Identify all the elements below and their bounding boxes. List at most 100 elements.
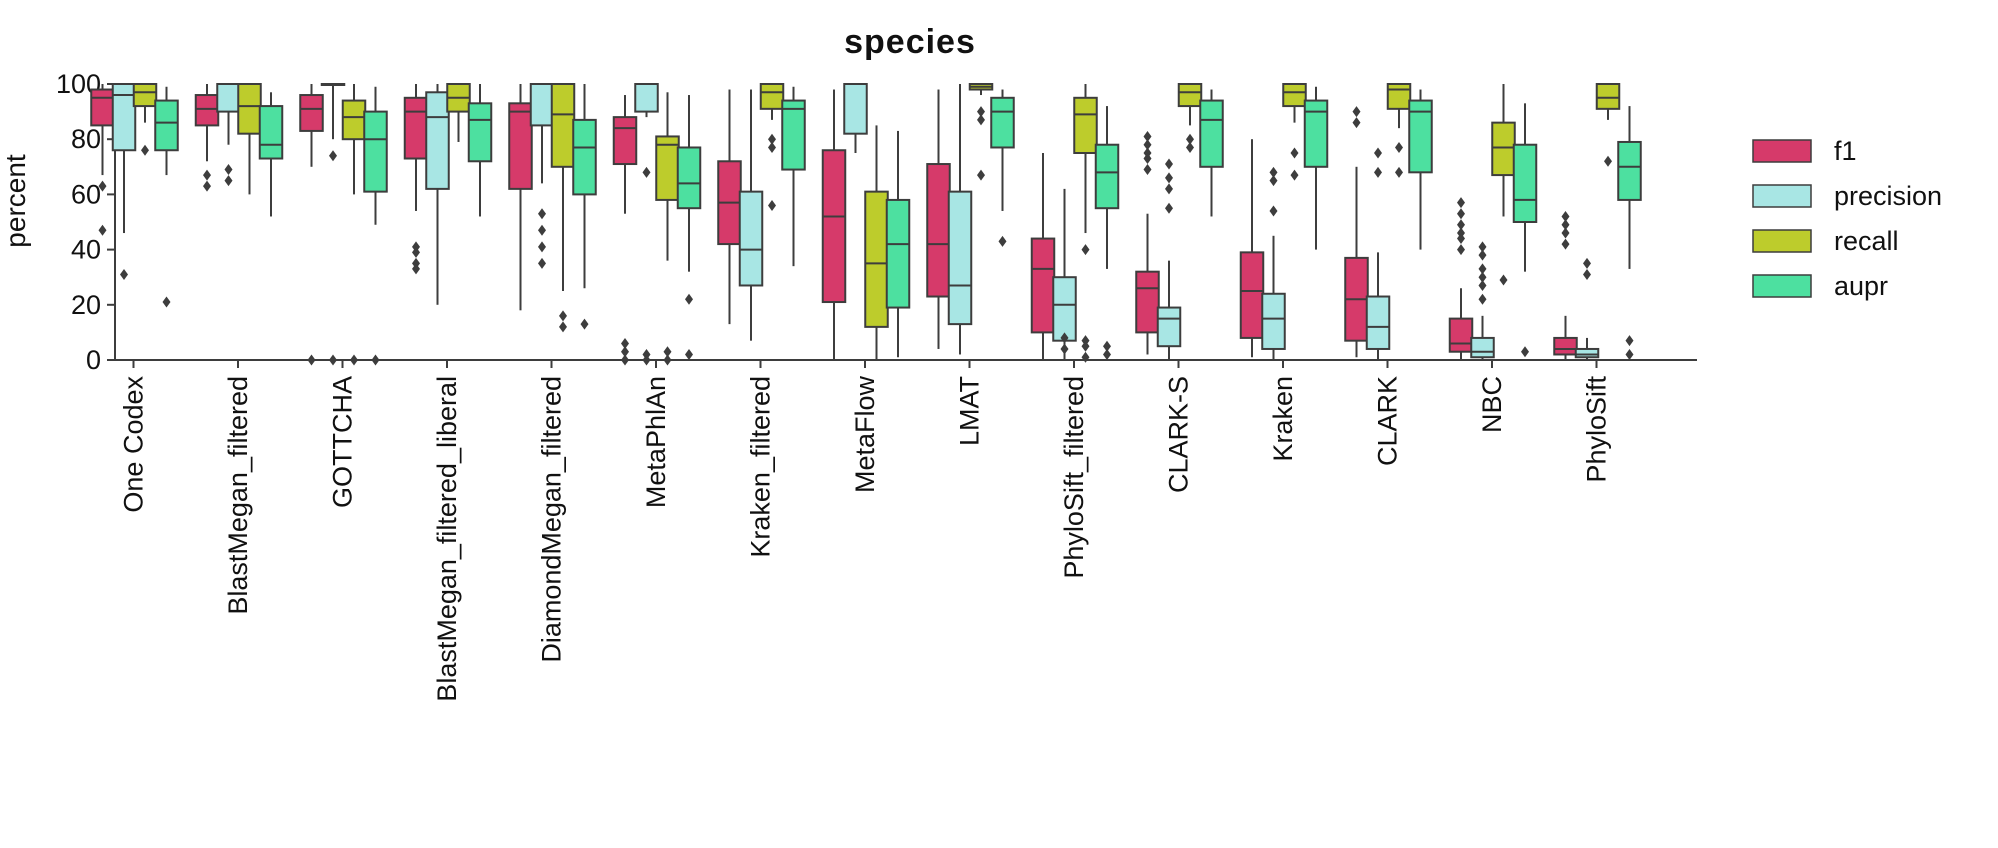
outlier-point xyxy=(977,114,985,126)
box-aupr-gottcha xyxy=(363,86,388,366)
box-recall-one-codex xyxy=(132,83,158,156)
box-body xyxy=(299,94,324,132)
outlier-point xyxy=(1143,130,1152,142)
outlier-point xyxy=(1186,141,1194,153)
box-recall-clark-s xyxy=(1177,83,1203,153)
box-body xyxy=(194,94,220,127)
outlier-point xyxy=(1457,219,1465,231)
outlier-point xyxy=(141,144,149,156)
legend-item-recall: recall xyxy=(1752,226,1899,256)
box-recall-phylosift-filtered xyxy=(1073,84,1098,363)
outlier-point xyxy=(580,318,589,330)
y-axis-label: percent xyxy=(0,154,31,248)
outlier-point xyxy=(1060,343,1069,355)
box-aupr-clark xyxy=(1408,89,1433,250)
outlier-point xyxy=(1165,202,1173,214)
outlier-point xyxy=(768,141,776,153)
box-precision-nbc xyxy=(1470,241,1495,360)
box-recall-metaflow xyxy=(864,125,889,360)
box-f1-nbc xyxy=(1448,197,1474,360)
outlier-point xyxy=(1499,274,1508,286)
box-f1-metaflow xyxy=(821,89,847,360)
box-body xyxy=(425,91,450,190)
outlier-point xyxy=(98,224,107,236)
box-f1-kraken xyxy=(1239,139,1265,358)
outlier-point xyxy=(1521,346,1529,358)
outlier-point xyxy=(1290,147,1299,159)
box-body xyxy=(111,83,137,152)
outlier-point xyxy=(1060,332,1069,344)
outlier-point xyxy=(663,354,672,366)
box-body xyxy=(612,116,638,166)
box-body xyxy=(634,83,659,113)
box-body xyxy=(1512,143,1538,223)
outlier-point xyxy=(1143,139,1152,151)
box-body xyxy=(1030,237,1056,334)
box-precision-metaphlan xyxy=(634,83,659,366)
box-aupr-blastmegan-filtered-liberal xyxy=(467,84,493,217)
legend-label: f1 xyxy=(1834,136,1857,166)
x-tick-label-nbc: NBC xyxy=(1477,376,1507,433)
box-recall-kraken xyxy=(1282,83,1307,181)
legend: f1 precision recall aupr xyxy=(1752,136,1942,301)
outlier-point xyxy=(1457,227,1465,239)
outlier-point xyxy=(1625,348,1634,360)
outlier-point xyxy=(642,354,651,366)
y-tick-label: 20 xyxy=(71,290,101,320)
box-aupr-phylosift-filtered xyxy=(1094,106,1120,360)
outlier-point xyxy=(1143,147,1152,159)
box-body xyxy=(1094,143,1120,210)
outlier-point xyxy=(1457,244,1465,256)
box-body xyxy=(1365,295,1391,350)
box-body xyxy=(1386,83,1412,110)
box-body xyxy=(237,83,262,135)
box-body xyxy=(1261,292,1286,350)
outlier-point xyxy=(538,241,546,253)
box-body xyxy=(676,146,702,210)
x-tick-label-phylosift: PhyloSift xyxy=(1582,376,1612,483)
plot-area xyxy=(90,83,1642,366)
x-tick-label-kraken-filtered: Kraken_filtered xyxy=(746,376,776,558)
outlier-point xyxy=(1081,244,1090,256)
box-body xyxy=(467,102,493,163)
box-body xyxy=(154,99,179,152)
box-recall-nbc xyxy=(1491,84,1516,286)
outlier-point xyxy=(1478,263,1487,275)
box-precision-metaflow xyxy=(843,83,868,153)
outlier-point xyxy=(329,354,337,366)
box-body xyxy=(759,83,785,110)
outlier-point xyxy=(768,133,776,145)
box-f1-clark-s xyxy=(1135,130,1160,355)
box-body xyxy=(363,110,388,193)
outlier-point xyxy=(1352,117,1361,129)
outlier-point xyxy=(621,337,629,349)
box-body xyxy=(864,190,889,328)
box-recall-gottcha xyxy=(341,84,367,366)
y-tick-label: 80 xyxy=(71,124,101,154)
legend-swatch xyxy=(1752,229,1812,253)
box-body xyxy=(529,83,555,127)
outlier-point xyxy=(559,310,567,322)
x-tick-label-clark-s: CLARK-S xyxy=(1164,376,1194,493)
box-f1-lmat xyxy=(926,89,951,349)
box-aupr-phylosift xyxy=(1617,106,1642,360)
box-aupr-lmat xyxy=(990,89,1015,247)
legend-item-precision: precision xyxy=(1752,181,1942,211)
outlier-point xyxy=(1561,210,1570,222)
box-body xyxy=(572,118,597,196)
box-recall-kraken-filtered xyxy=(759,83,785,211)
box-recall-metaphlan xyxy=(655,92,680,366)
outlier-point xyxy=(621,346,629,358)
outlier-point xyxy=(768,199,776,211)
legend-label: precision xyxy=(1834,181,1942,211)
x-tick-label-one-codex: One Codex xyxy=(119,376,149,513)
box-body xyxy=(341,99,367,141)
outlier-point xyxy=(1081,340,1090,352)
outlier-point xyxy=(663,346,672,358)
legend-swatch xyxy=(1752,184,1812,208)
box-body xyxy=(1239,251,1265,339)
box-body xyxy=(1303,99,1329,168)
box-body xyxy=(1156,306,1182,348)
x-tick-label-kraken: Kraken xyxy=(1268,376,1298,462)
outlier-point xyxy=(621,354,629,366)
